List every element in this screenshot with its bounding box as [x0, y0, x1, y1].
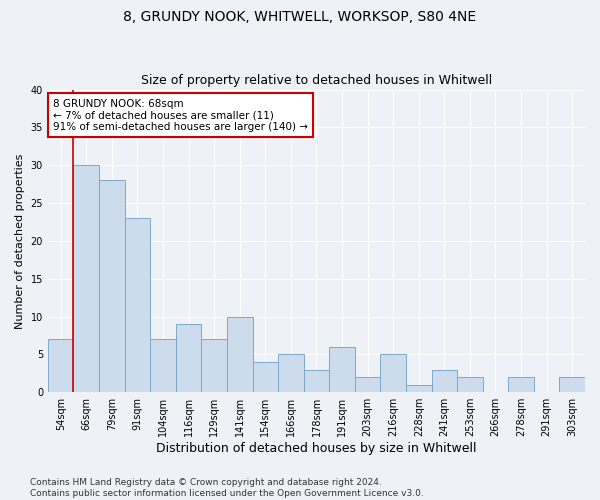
Bar	[457, 377, 482, 392]
Bar	[304, 370, 329, 392]
Title: Size of property relative to detached houses in Whitwell: Size of property relative to detached ho…	[141, 74, 492, 87]
Text: 8, GRUNDY NOOK, WHITWELL, WORKSOP, S80 4NE: 8, GRUNDY NOOK, WHITWELL, WORKSOP, S80 4…	[124, 10, 476, 24]
X-axis label: Distribution of detached houses by size in Whitwell: Distribution of detached houses by size …	[156, 442, 477, 455]
Bar	[508, 377, 534, 392]
Bar	[227, 316, 253, 392]
Bar	[48, 339, 73, 392]
Bar	[125, 218, 150, 392]
Bar	[99, 180, 125, 392]
Bar	[355, 377, 380, 392]
Y-axis label: Number of detached properties: Number of detached properties	[15, 153, 25, 328]
Text: Contains HM Land Registry data © Crown copyright and database right 2024.
Contai: Contains HM Land Registry data © Crown c…	[30, 478, 424, 498]
Text: 8 GRUNDY NOOK: 68sqm
← 7% of detached houses are smaller (11)
91% of semi-detach: 8 GRUNDY NOOK: 68sqm ← 7% of detached ho…	[53, 98, 308, 132]
Bar	[253, 362, 278, 392]
Bar	[406, 384, 431, 392]
Bar	[73, 165, 99, 392]
Bar	[559, 377, 585, 392]
Bar	[431, 370, 457, 392]
Bar	[150, 339, 176, 392]
Bar	[329, 347, 355, 392]
Bar	[202, 339, 227, 392]
Bar	[380, 354, 406, 392]
Bar	[278, 354, 304, 392]
Bar	[176, 324, 202, 392]
